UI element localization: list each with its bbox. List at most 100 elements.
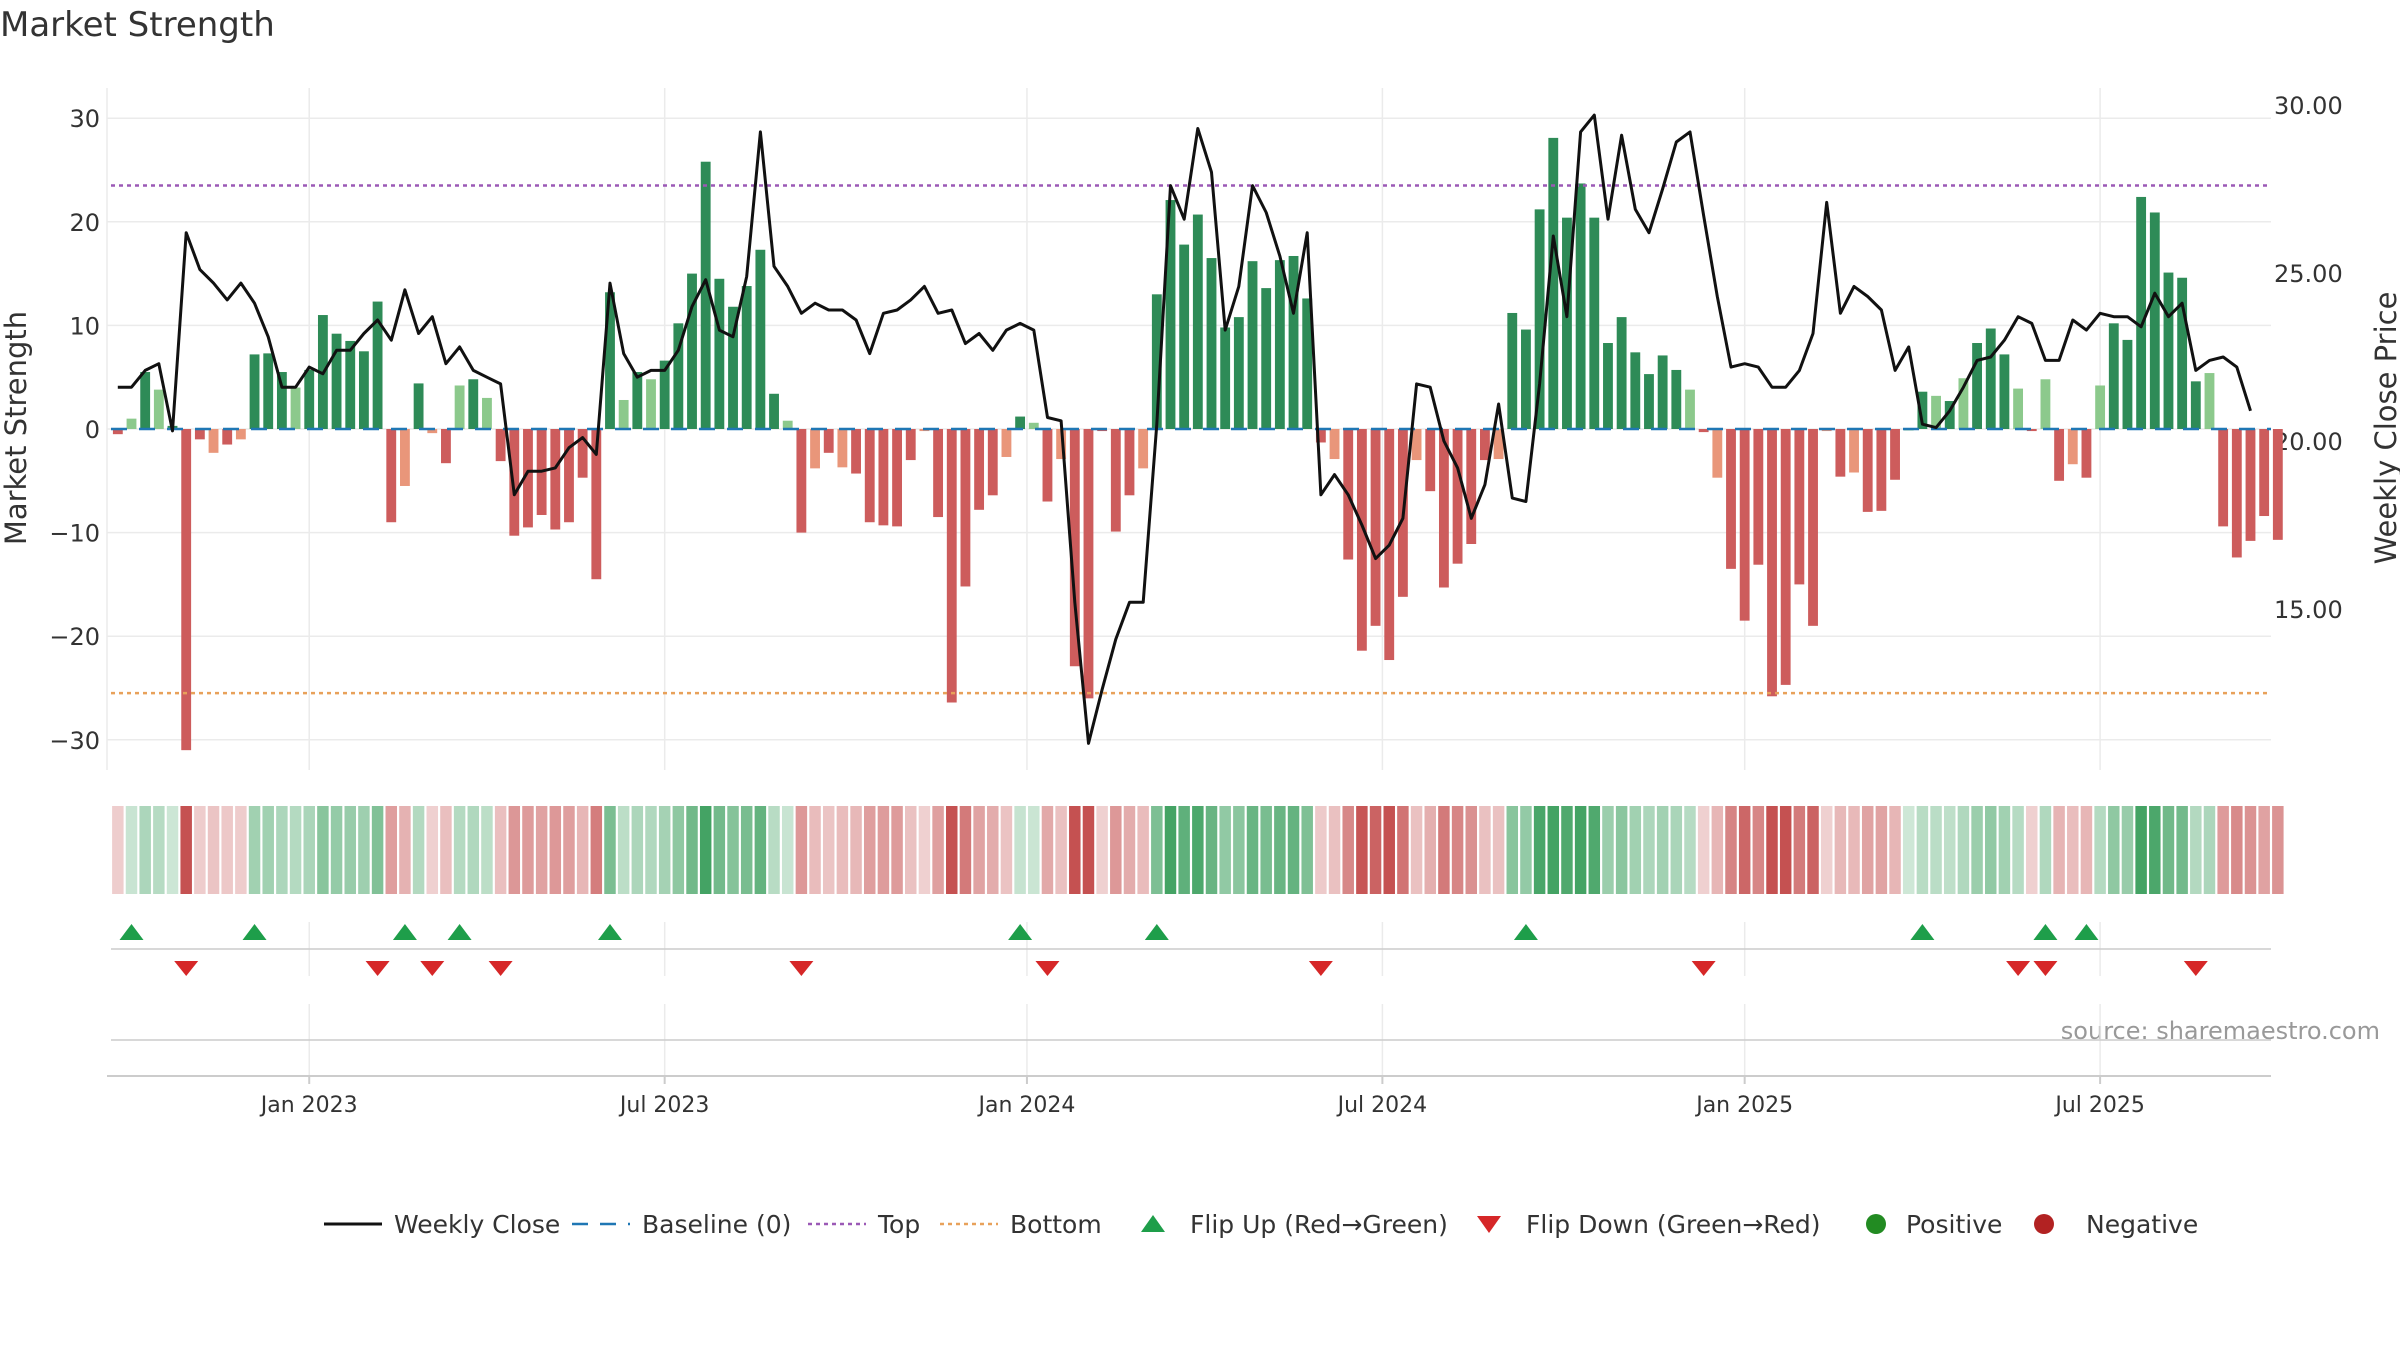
strength-bar <box>1589 217 1600 429</box>
strip-cell <box>1301 806 1313 894</box>
strip-cell <box>235 806 247 894</box>
strip-cell <box>1875 806 1888 894</box>
strip-cell <box>2258 806 2270 894</box>
y2-tick-label: 20.00 <box>2274 428 2343 456</box>
strength-bar <box>1028 422 1039 429</box>
flip-down-marker <box>174 961 199 976</box>
strip-cell <box>1356 806 1368 894</box>
strength-bar <box>933 429 944 518</box>
strength-bar <box>1944 401 1955 429</box>
strength-bar <box>358 351 369 429</box>
strip-cell <box>317 806 329 894</box>
strength-bar <box>810 429 820 469</box>
strength-bar <box>1151 294 1162 429</box>
strip-cell <box>946 806 958 894</box>
strength-bar <box>1001 429 1012 457</box>
strip-cell <box>358 806 370 894</box>
strength-bar <box>687 273 697 429</box>
strength-bar <box>1370 429 1381 626</box>
strength-bar <box>769 393 779 429</box>
strength-bar <box>482 397 492 429</box>
strip-cell <box>2026 806 2038 894</box>
strip-cell <box>1424 806 1436 894</box>
strip-cell <box>494 806 507 894</box>
strip-cell <box>344 806 356 894</box>
strength-bar <box>1302 298 1313 429</box>
strength-bar <box>1603 343 1613 429</box>
strip-cell <box>2244 806 2257 894</box>
flip-down-marker <box>2033 961 2058 976</box>
strip-cell <box>426 806 439 894</box>
strip-cell <box>1369 806 1382 894</box>
y-tick-label: 20 <box>69 209 100 237</box>
strength-bar <box>2067 429 2078 465</box>
strength-panel: 30 20 10 0 −10 −20 −30 30.00 25.00 20.00 15.00 <box>49 88 2343 770</box>
strength-bar <box>1862 429 1873 512</box>
strength-bar <box>1780 429 1791 685</box>
strength-bar <box>235 429 246 440</box>
strength-bar <box>1999 354 2010 429</box>
strip-cell <box>248 806 261 894</box>
flip-up-marker <box>2033 924 2058 940</box>
strip-cell <box>2039 806 2052 894</box>
strength-bar <box>2163 272 2174 429</box>
strength-bar <box>1056 429 1067 460</box>
strip-cell <box>2053 806 2065 894</box>
strength-bar <box>2108 323 2119 429</box>
strength-bar <box>263 353 274 429</box>
y-tick-label: −20 <box>49 623 100 651</box>
strip-cell <box>1014 806 1026 894</box>
strength-bar <box>1411 429 1422 461</box>
strip-cell <box>631 806 644 894</box>
strip-cell <box>686 806 698 894</box>
strength-bar <box>290 387 301 429</box>
strength-bar <box>1274 260 1285 429</box>
strength-bar <box>1480 429 1490 461</box>
flip-marker-panel <box>111 922 2271 1075</box>
strip-cell <box>2108 806 2120 894</box>
strength-bar <box>2095 385 2106 429</box>
strength-bar <box>864 429 875 523</box>
strength-bar <box>673 323 684 429</box>
strip-cell <box>1889 806 1901 894</box>
legend-label: Negative <box>2086 1210 2198 1239</box>
strength-bar <box>714 278 725 429</box>
strip-cell <box>1274 806 1286 894</box>
strength-bar <box>1808 429 1818 626</box>
strip-cell <box>727 806 739 894</box>
strip-cell <box>781 806 794 894</box>
strip-cell <box>877 806 890 894</box>
strip-cell <box>2176 806 2188 894</box>
strength-bar <box>509 429 520 536</box>
strip-cell <box>262 806 274 894</box>
strip-cell <box>1930 806 1942 894</box>
strength-bar <box>1849 429 1859 473</box>
strip-cell <box>1397 806 1409 894</box>
strip-cell <box>2067 806 2079 894</box>
strength-bar <box>1876 429 1887 511</box>
strip-cell <box>590 806 603 894</box>
strength-bar <box>892 429 902 527</box>
strip-cell <box>522 806 534 894</box>
strip-cell <box>330 806 343 894</box>
strip-cell <box>508 806 521 894</box>
x-tick-label: Jan 2025 <box>1694 1093 1793 1118</box>
strength-bar <box>1356 429 1367 651</box>
flip-down-marker <box>488 961 513 976</box>
strip-cell <box>1957 806 1970 894</box>
strip-cell <box>276 806 288 894</box>
strength-bar <box>974 429 985 510</box>
strength-bar <box>331 333 342 429</box>
strength-bar <box>987 429 998 496</box>
strength-bar <box>2218 429 2229 527</box>
strip-cell <box>1164 806 1177 894</box>
strength-bar <box>1521 329 1531 429</box>
strip-cell <box>289 806 302 894</box>
strength-bar <box>1220 327 1231 429</box>
flip-down-marker <box>2006 961 2031 976</box>
strength-bar <box>1794 429 1805 585</box>
strength-bar <box>2177 277 2188 429</box>
strength-bar <box>468 379 479 429</box>
strength-bar <box>2122 339 2133 429</box>
strip-cell <box>1506 806 1519 894</box>
